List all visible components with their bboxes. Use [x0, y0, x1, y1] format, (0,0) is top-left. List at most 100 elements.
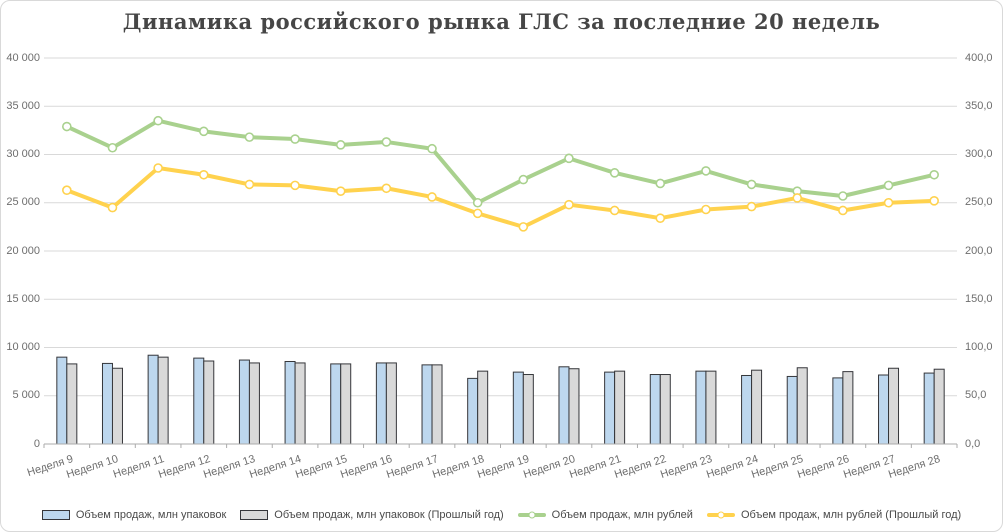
marker-rubles-prev	[62, 185, 72, 196]
marker-rubles-prev	[609, 205, 620, 216]
legend-item-1: Объем продаж, млн упаковок	[41, 509, 227, 521]
bar-packs-prev	[568, 368, 580, 445]
marker-rubles-current	[929, 169, 939, 180]
y-axis-label-left: 25 000	[6, 196, 40, 209]
legend-swatch-bar	[240, 510, 269, 520]
bar-packs-current	[284, 360, 296, 445]
bar-packs-prev	[751, 369, 763, 445]
marker-rubles-prev	[929, 196, 939, 206]
marker-rubles-current	[518, 174, 529, 185]
y-axis-label-right: 300,0	[965, 148, 993, 160]
y-axis-label-right: 200,0	[965, 244, 993, 257]
bar-packs-prev	[705, 370, 717, 445]
bar-packs-prev	[659, 374, 671, 445]
marker-rubles-prev	[381, 183, 392, 194]
legend-item-label: Объем продаж, млн упаковок (Прошлый год)	[274, 509, 504, 521]
bar-packs-current	[512, 371, 524, 445]
marker-rubles-prev	[838, 205, 848, 216]
legend-item-3: Объем продаж, млн рублей	[517, 509, 693, 521]
marker-rubles-prev	[244, 179, 255, 190]
legend: Объем продаж, млн упаковок Объем продаж, …	[1, 509, 1002, 521]
legend-item-2: Объем продаж, млн упаковок (Прошлый год)	[240, 509, 504, 521]
y-axis-label-left: 10 000	[6, 341, 40, 353]
marker-rubles-current	[335, 140, 346, 150]
marker-rubles-prev	[198, 169, 209, 180]
bar-packs-current	[147, 354, 159, 445]
bar-packs-current	[786, 375, 798, 445]
marker-rubles-current	[244, 132, 255, 142]
marker-rubles-prev	[107, 202, 118, 213]
bar-packs-current	[238, 359, 250, 445]
legend-swatch-line	[706, 509, 735, 521]
bar-packs-prev	[431, 364, 443, 445]
bar-packs-prev	[614, 370, 626, 445]
bar-packs-prev	[66, 363, 78, 445]
legend-item-label: Объем продаж, млн упаковок	[75, 509, 227, 521]
legend-item-label: Объем продаж, млн рублей (Прошлый год)	[740, 509, 962, 521]
bar-packs-current	[649, 374, 661, 445]
marker-rubles-current	[290, 134, 300, 144]
bar-packs-current	[923, 372, 935, 445]
y-axis-label-right: 350,0	[965, 99, 993, 112]
marker-rubles-prev	[290, 180, 300, 191]
marker-rubles-prev	[335, 186, 346, 196]
marker-rubles-prev	[792, 193, 803, 203]
marker-rubles-prev	[701, 204, 711, 215]
marker-rubles-current	[701, 166, 711, 176]
bar-packs-current	[604, 371, 616, 445]
bar-packs-current	[375, 362, 387, 445]
marker-rubles-prev	[883, 197, 894, 208]
marker-rubles-current	[198, 126, 209, 137]
bar-packs-prev	[477, 370, 489, 445]
marker-rubles-current	[107, 142, 118, 153]
y-axis-label-right: 150,0	[965, 292, 993, 305]
bar-packs-current	[193, 357, 205, 445]
legend-swatch-line	[517, 509, 546, 521]
bar-packs-prev	[340, 363, 352, 445]
marker-rubles-current	[746, 179, 757, 190]
line-rubles-current	[64, 118, 937, 205]
marker-rubles-current	[153, 115, 163, 126]
marker-rubles-current	[472, 197, 483, 208]
line-rubles-prev	[64, 166, 937, 229]
bar-packs-current	[101, 362, 113, 445]
bar-packs-current	[832, 377, 844, 445]
bar-packs-prev	[796, 367, 808, 445]
y-axis-label-left: 20 000	[6, 244, 40, 257]
bar-packs-current	[741, 374, 753, 445]
bar-packs-prev	[385, 362, 397, 445]
bar-packs-current	[56, 356, 68, 445]
legend-marker	[528, 511, 536, 519]
marker-rubles-current	[427, 143, 437, 154]
bar-packs-current	[558, 366, 570, 445]
bar-packs-prev	[157, 356, 169, 445]
marker-rubles-current	[381, 137, 392, 147]
bar-packs-current	[467, 377, 479, 445]
y-axis-label-left: 30 000	[6, 148, 40, 160]
marker-rubles-prev	[746, 201, 757, 212]
y-axis-label-left: 40 000	[6, 51, 40, 64]
marker-rubles-current	[838, 191, 848, 201]
y-axis-label-left: 5 000	[12, 389, 40, 402]
marker-rubles-current	[609, 168, 620, 178]
bar-packs-current	[878, 374, 890, 445]
y-axis-label-left: 0	[33, 437, 40, 450]
bar-packs-prev	[294, 362, 306, 445]
y-axis-label-right: 100,0	[965, 341, 993, 353]
y-axis-label-right: 250,0	[965, 196, 993, 209]
bar-packs-prev	[248, 362, 260, 445]
bar-packs-prev	[842, 371, 854, 445]
y-axis-label-left: 15 000	[6, 292, 40, 305]
marker-rubles-current	[62, 121, 72, 132]
bar-packs-prev	[522, 374, 534, 445]
bar-packs-prev	[111, 367, 123, 445]
legend-item-4: Объем продаж, млн рублей (Прошлый год)	[706, 509, 962, 521]
bar-packs-current	[421, 364, 433, 445]
bar-packs-prev	[933, 368, 945, 445]
bar-packs-current	[330, 363, 342, 445]
bar-packs-prev	[203, 360, 215, 445]
legend-swatch-bar	[41, 510, 70, 520]
y-axis-label-right: 400,0	[965, 51, 993, 64]
